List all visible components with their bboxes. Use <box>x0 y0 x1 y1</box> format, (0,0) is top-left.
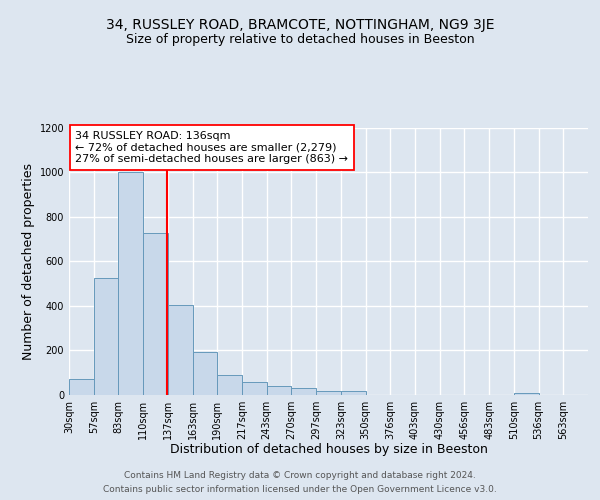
Text: 34, RUSSLEY ROAD, BRAMCOTE, NOTTINGHAM, NG9 3JE: 34, RUSSLEY ROAD, BRAMCOTE, NOTTINGHAM, … <box>106 18 494 32</box>
Bar <box>514 393 539 395</box>
Bar <box>341 390 365 395</box>
Bar <box>94 278 118 395</box>
Bar <box>69 380 94 395</box>
Bar <box>242 382 267 395</box>
Bar <box>143 234 168 395</box>
Bar <box>118 172 143 395</box>
Y-axis label: Number of detached properties: Number of detached properties <box>22 163 35 360</box>
Text: Contains HM Land Registry data © Crown copyright and database right 2024.: Contains HM Land Registry data © Crown c… <box>124 472 476 480</box>
Text: Contains public sector information licensed under the Open Government Licence v3: Contains public sector information licen… <box>103 486 497 494</box>
Bar <box>217 375 242 395</box>
Bar <box>267 386 292 395</box>
Text: Size of property relative to detached houses in Beeston: Size of property relative to detached ho… <box>125 32 475 46</box>
Bar <box>292 388 316 395</box>
X-axis label: Distribution of detached houses by size in Beeston: Distribution of detached houses by size … <box>170 444 487 456</box>
Bar <box>316 391 341 395</box>
Bar <box>193 352 217 395</box>
Bar <box>168 304 193 395</box>
Text: 34 RUSSLEY ROAD: 136sqm
← 72% of detached houses are smaller (2,279)
27% of semi: 34 RUSSLEY ROAD: 136sqm ← 72% of detache… <box>76 131 349 164</box>
